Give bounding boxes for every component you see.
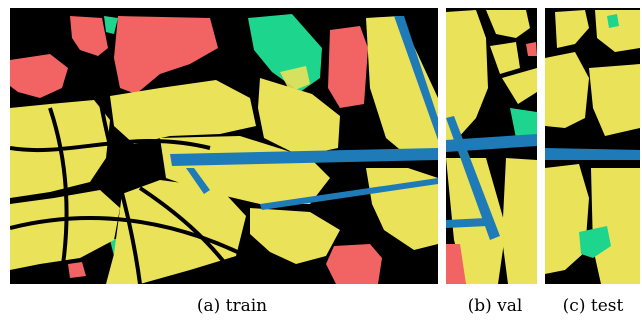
runway [545, 148, 640, 160]
vegetation [104, 16, 118, 34]
vegetation [607, 14, 619, 28]
road-area [589, 64, 640, 136]
building [114, 16, 218, 94]
road-area [502, 68, 537, 104]
test-segmentation-mask [545, 8, 640, 284]
test-split-map [545, 8, 640, 284]
building [446, 244, 466, 284]
road-area [490, 42, 520, 74]
runway [170, 16, 438, 210]
road-area [110, 80, 256, 144]
train-split-map [10, 8, 438, 284]
road-area [446, 10, 488, 142]
train-segmentation-mask [10, 8, 438, 284]
road-area [106, 180, 246, 284]
building [70, 16, 108, 56]
runway [446, 116, 537, 240]
building [328, 26, 368, 108]
road-lines [10, 97, 251, 284]
caption-train: (a) train [196, 296, 268, 316]
building [68, 262, 86, 278]
road-area [545, 164, 589, 274]
caption-test: (c) test [562, 296, 624, 316]
road-area [280, 66, 310, 92]
building [526, 42, 537, 56]
road-area [250, 208, 340, 264]
road-area [591, 168, 640, 284]
road-area [545, 52, 589, 128]
road-area [486, 10, 530, 38]
vegetation [579, 226, 611, 258]
val-split-map [446, 8, 537, 284]
road-area [555, 10, 589, 48]
val-segmentation-mask [446, 8, 537, 284]
caption-val: (b) val [467, 296, 523, 316]
road-area [502, 158, 537, 284]
road-area [366, 16, 438, 158]
building [10, 54, 68, 98]
road-area [258, 78, 340, 156]
building [326, 244, 382, 284]
road-area [595, 10, 640, 52]
